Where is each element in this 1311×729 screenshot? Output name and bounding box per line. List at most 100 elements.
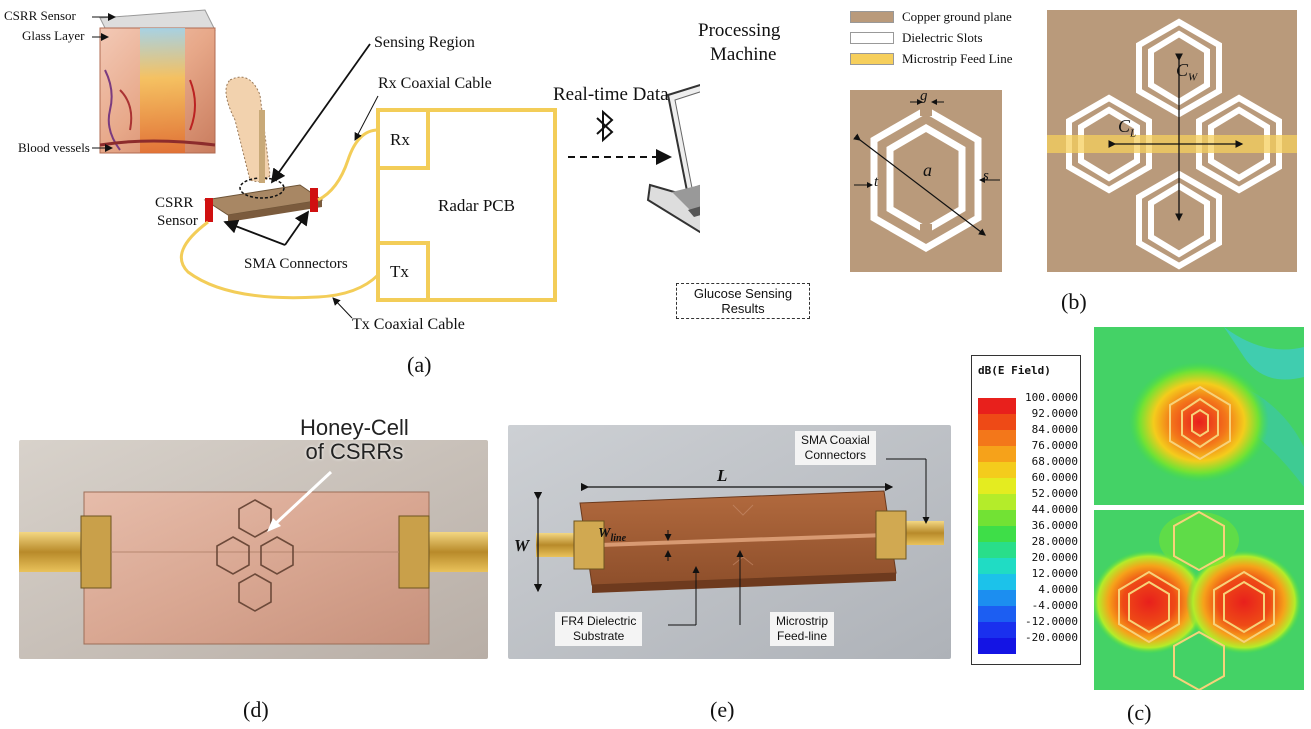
dim-a-label: a [923,160,932,180]
colorbar-swatch [978,430,1016,446]
dim-wline-main: W [598,526,611,541]
colorbar-value: 92.0000 [1031,407,1078,420]
csrr-sensor-side-label-2: Sensor [157,213,198,229]
glucose-results-label-1: Glucose Sensing [693,286,793,301]
sma-coaxial-label-2: Connectors [804,448,867,462]
colorbar-swatch [978,558,1016,574]
blood-vessels-label: Blood vessels [18,140,90,155]
colorbar-value: 4.0000 [1038,583,1078,596]
dim-g-label: g [920,88,928,104]
legend-slots: Dielectric Slots [850,27,1012,48]
panel-d-label: (d) [243,697,269,722]
panel-e-label: (e) [710,697,735,722]
field-colorbar-legend: dB(E Field) 100.0000 92.0000 84.0000 76.000… [971,355,1081,665]
colorbar-swatch [978,478,1016,494]
colorbar-swatch [978,494,1016,510]
colorbar-value: 52.0000 [1031,487,1078,500]
colorbar-swatch [978,542,1016,558]
realtime-data-label: Real-time Data [553,84,669,105]
colorbar-value: 12.0000 [1031,567,1078,580]
colorbar-swatch [978,414,1016,430]
colorbar-value: 60.0000 [1031,471,1078,484]
bluetooth-icon [596,109,614,143]
colorbar-swatch [978,398,1016,414]
dim-wline-sub: line [610,532,627,544]
legend-swatch-slots [850,31,894,44]
dim-W-label: W [514,536,530,555]
legend-swatch-copper [850,10,894,23]
radar-pcb-box [376,108,557,302]
efield-sim-bottom [1094,510,1304,690]
tx-coaxial-cable [179,220,380,300]
csrr-sensor-side-label-1: CSRR [155,195,194,211]
legend-feedline-label: Microstrip Feed Line [902,50,1013,66]
fr4-substrate-label-1: FR4 Dielectric [561,614,637,628]
dim-wline-label: Wline [598,526,626,544]
skin-cross-section [99,9,216,154]
panel-b-legend: Copper ground plane Dielectric Slots Mic… [850,6,1012,69]
panel-a-label: (a) [407,352,432,377]
processing-label-1: Processing [698,20,781,41]
legend-slots-label: Dielectric Slots [902,29,983,45]
colorbar-swatch [978,606,1016,622]
legend-feedline: Microstrip Feed Line [850,48,1012,69]
panel-c-label: (c) [1127,700,1152,725]
csrr-sensor-top-label: CSRR Sensor [4,8,76,23]
colorbar-swatch [978,526,1016,542]
honey-cell-callout: Honey-Cell of CSRRs [300,416,409,464]
legend-copper: Copper ground plane [850,6,1012,27]
rx-cable-label: Rx Coaxial Cable [378,75,492,92]
dim-cl-label: CL [1118,116,1136,140]
processing-label-2: Machine [710,44,777,65]
glass-layer-label: Glass Layer [22,28,85,43]
panel-b-label: (b) [1061,289,1087,314]
tx-port-label: Tx [390,262,409,281]
microstrip-feedline-label: Microstrip Feed-line [770,612,835,646]
dim-cw-main: C [1176,60,1189,80]
colorbar-swatch [978,510,1016,526]
colorbar-swatch [978,574,1016,590]
tx-cable-label: Tx Coaxial Cable [352,316,465,333]
glucose-results-box: Glucose Sensing Results [676,283,810,319]
microstrip-feedline-label-2: Feed-line [776,629,828,643]
fr4-substrate-label-2: Substrate [572,629,625,643]
rx-port-label: Rx [390,130,410,149]
dim-cw-sub: W [1188,71,1198,84]
microstrip-feedline-label-1: Microstrip [776,614,829,628]
honey-cell-callout-1: Honey-Cell [300,415,409,440]
fr4-substrate-label: FR4 Dielectric Substrate [555,612,643,646]
dim-cl-main: C [1118,116,1131,136]
colorbar-values: 100.0000 92.0000 84.0000 76.0000 68.0000 60.0… [1018,390,1078,646]
honey-cell-csrr-layout [1047,10,1297,272]
colorbar-value: 100.0000 [1025,391,1078,404]
colorbar-value: 28.0000 [1031,535,1078,548]
colorbar-value: 68.0000 [1031,455,1078,468]
colorbar-value: 84.0000 [1031,423,1078,436]
sma-coaxial-label: SMA Coaxial Connectors [795,431,876,465]
rx-coaxial-cable [317,128,379,202]
colorbar-value: -4.0000 [1031,599,1078,612]
csrr-sensor-board [203,110,324,222]
sma-connectors-label: SMA Connectors [244,256,348,272]
dim-s-label: s [983,168,989,184]
colorbar-value: 20.0000 [1031,551,1078,564]
colorbar-value: -20.0000 [1025,631,1078,644]
colorbar-swatch [978,590,1016,606]
colorbar-swatch [978,638,1016,654]
glucose-results-label-2: Results [721,301,765,316]
dim-L-label: L [717,466,728,485]
legend-swatch-feedline [850,52,894,65]
colorbar-value: 36.0000 [1031,519,1078,532]
fabricated-sensor-photo [508,425,951,659]
radar-pcb-label: Radar PCB [438,196,515,215]
honey-cell-callout-2: of CSRRs [305,439,404,464]
single-csrr-unit-cell [850,90,1002,272]
dim-cl-sub: L [1130,127,1137,140]
colorbar-value: -12.0000 [1025,615,1078,628]
colorbar-swatch [978,462,1016,478]
colorbar-swatch [978,446,1016,462]
panel-a-diagram [92,9,700,319]
colorbar-title: dB(E Field) [978,364,1051,377]
colorbar-value: 44.0000 [1031,503,1078,516]
colorbar-value: 76.0000 [1031,439,1078,452]
